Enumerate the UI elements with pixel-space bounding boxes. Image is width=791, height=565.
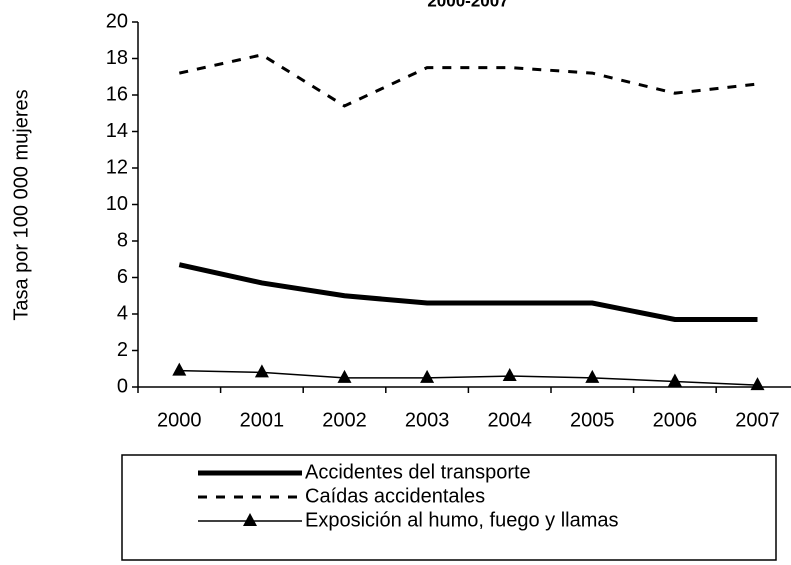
x-tick-label: 2005 (570, 409, 615, 431)
y-tick-label: 20 (106, 10, 128, 32)
x-tick-label: 2007 (735, 409, 780, 431)
marker (667, 373, 682, 387)
y-tick-label: 14 (106, 120, 128, 142)
y-tick-label: 10 (106, 193, 128, 215)
x-tick-label: 2001 (240, 409, 285, 431)
legend-marker (243, 513, 257, 526)
marker (254, 364, 269, 378)
chart-title: 2000-2007 (427, 0, 508, 10)
marker (172, 362, 187, 376)
marker (502, 368, 517, 382)
x-tick-label: 2004 (487, 409, 532, 431)
legend-box (121, 454, 777, 561)
x-tick-label: 2006 (653, 409, 698, 431)
series-line (179, 369, 758, 386)
legend-label: Accidentes del transporte (305, 461, 531, 483)
y-tick-label: 8 (117, 229, 128, 251)
x-tick-label: 2003 (405, 409, 450, 431)
marker (585, 369, 600, 383)
y-tick-label: 6 (117, 266, 128, 288)
y-axis-label: Tasa por 100 000 mujeres (10, 89, 32, 320)
legend-label: Caídas accidentales (305, 485, 485, 507)
y-tick-label: 16 (106, 83, 128, 105)
y-tick-label: 2 (117, 339, 128, 361)
series-line (178, 262, 758, 322)
marker (750, 377, 765, 391)
marker (420, 369, 435, 383)
y-tick-label: 4 (117, 302, 128, 324)
y-tick-label: 12 (106, 156, 128, 178)
series-line (178, 53, 758, 108)
x-tick-label: 2002 (322, 409, 367, 431)
y-tick-label: 18 (106, 47, 128, 69)
legend-label: Exposición al humo, fuego y llamas (305, 509, 619, 531)
y-tick-label: 0 (117, 375, 128, 397)
x-tick-label: 2000 (157, 409, 202, 431)
marker (337, 369, 352, 383)
